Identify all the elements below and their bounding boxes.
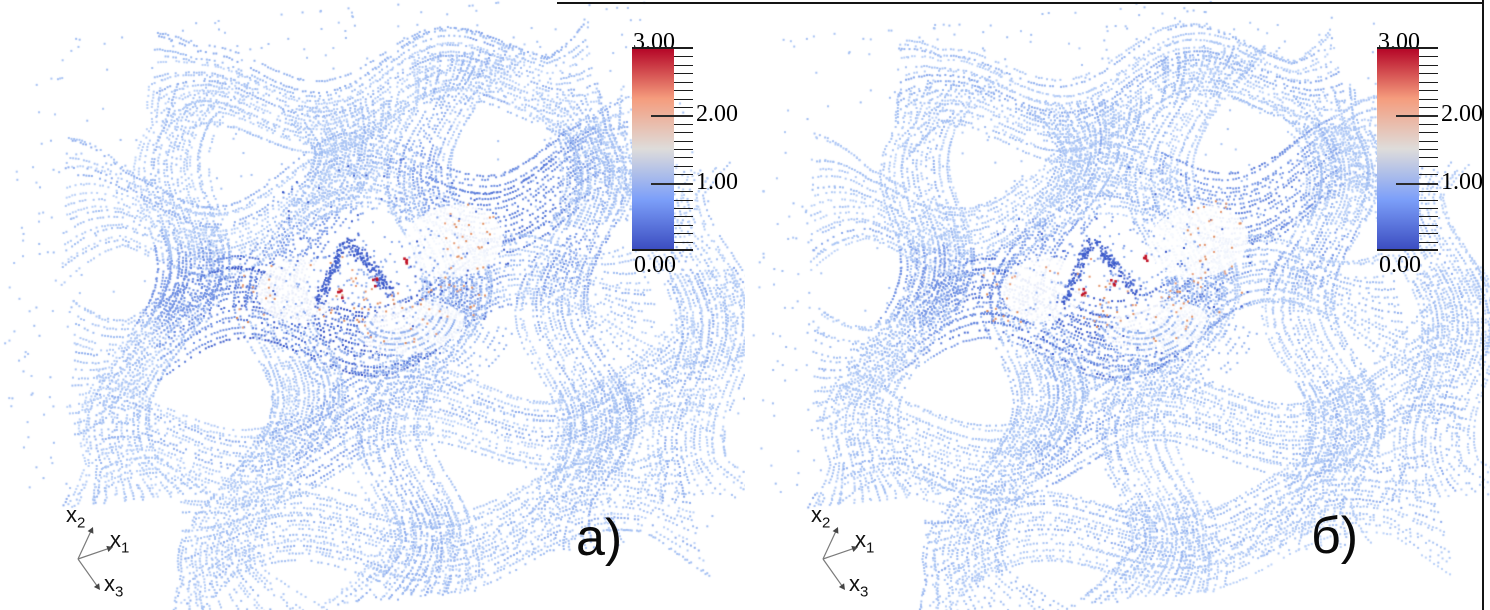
colorbar-gradient — [632, 48, 674, 250]
axis-label-x1: x1 — [110, 527, 130, 557]
colorbar-bottom-rule — [1377, 249, 1438, 251]
colorbar-min-label: 0.00 — [1379, 252, 1421, 278]
pointcloud-panel-b — [745, 0, 1490, 610]
colorbar-min-label: 0.00 — [634, 252, 676, 278]
axis-triad-b: x2 x1 x3 — [775, 490, 905, 610]
axis-arrows — [822, 527, 858, 590]
axis-triad-a: x2 x1 x3 — [30, 490, 160, 610]
axis-label-x3: x3 — [104, 571, 124, 601]
colorbar-b: 3.00 2.00 1.00 0.00 — [1377, 29, 1490, 283]
colorbar-bottom-rule — [632, 249, 693, 251]
figure-right-border — [1482, 0, 1484, 610]
axis-label-x3: x3 — [849, 571, 869, 601]
colorbar-tick-label-1: 1.00 — [1441, 169, 1483, 195]
colorbar-tick-label-2: 2.00 — [696, 101, 738, 127]
panel-label-a: а) — [576, 509, 623, 567]
colorbar-tick-label-2: 2.00 — [1441, 101, 1483, 127]
colorbar-tick-label-1: 1.00 — [696, 169, 738, 195]
panel-label-b: б) — [1311, 507, 1359, 565]
pointcloud-panel-a — [0, 0, 745, 610]
colorbar-gradient — [1377, 48, 1419, 250]
axis-arrows — [77, 527, 113, 590]
figure-top-border — [557, 2, 1484, 4]
colorbar-a: 3.00 2.00 1.00 0.00 — [632, 29, 748, 283]
colorbar-top-rule — [1377, 47, 1438, 49]
colorbar-ticks — [632, 31, 748, 283]
colorbar-ticks — [1377, 31, 1490, 283]
colorbar-top-rule — [632, 47, 693, 49]
axis-label-x2: x2 — [66, 502, 86, 532]
axis-label-x2: x2 — [811, 502, 831, 532]
axis-label-x1: x1 — [855, 527, 875, 557]
